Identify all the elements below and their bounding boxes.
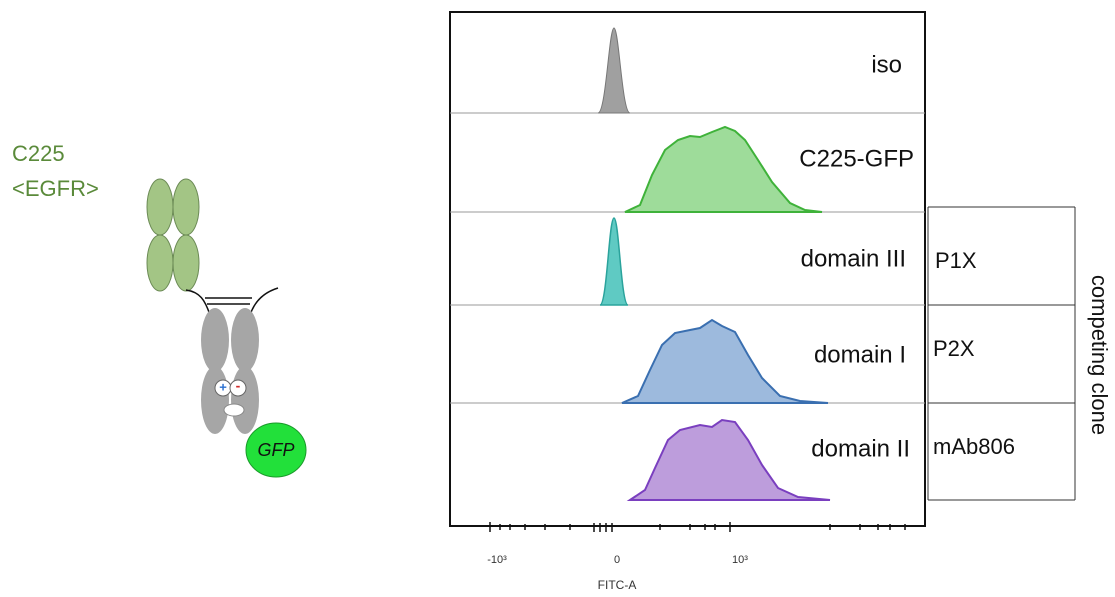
antibody-diagram: C225 <EGFR> + - GFP xyxy=(12,141,306,477)
clone-label: mAb806 xyxy=(933,434,1015,459)
x-tick-label: -10³ xyxy=(487,554,507,566)
vl-domain xyxy=(173,179,199,235)
x-tick-label: 10³ xyxy=(732,554,748,566)
x-tick-label: 0 xyxy=(614,554,620,566)
fc-domain xyxy=(231,366,259,434)
fc-domain xyxy=(201,366,229,434)
antibody-name: C225 xyxy=(12,141,65,166)
minus-sign: - xyxy=(236,378,241,394)
hinge xyxy=(186,288,278,315)
plus-sign: + xyxy=(219,379,227,394)
ch-domain xyxy=(147,235,173,291)
histogram-stack: iso C225-GFP domain III domain I domain … xyxy=(450,12,925,592)
x-axis-label: FITC-A xyxy=(598,578,637,592)
bracket: P1X P2X mAb806 competing clone xyxy=(928,207,1112,500)
cl-domain xyxy=(173,235,199,291)
panel-label: domain I xyxy=(814,341,906,368)
histogram xyxy=(625,127,822,212)
panel-label: domain III xyxy=(801,245,906,272)
fc-domain xyxy=(231,308,259,372)
linker xyxy=(224,404,244,416)
gfp-label: GFP xyxy=(257,440,294,460)
histogram xyxy=(598,28,630,113)
histogram xyxy=(630,420,830,500)
fc-domain xyxy=(201,308,229,372)
panel-label: iso xyxy=(871,51,902,78)
vh-domain xyxy=(147,179,173,235)
clone-label: P1X xyxy=(935,248,977,273)
panel-label: domain II xyxy=(811,435,910,462)
histogram xyxy=(600,218,628,305)
panel-label: C225-GFP xyxy=(799,145,914,172)
histogram xyxy=(622,320,828,403)
antibody-target: <EGFR> xyxy=(12,176,99,201)
bracket-label: competing clone xyxy=(1087,275,1112,435)
clone-label: P2X xyxy=(933,336,975,361)
figure: C225 <EGFR> + - GFP xyxy=(0,0,1115,592)
